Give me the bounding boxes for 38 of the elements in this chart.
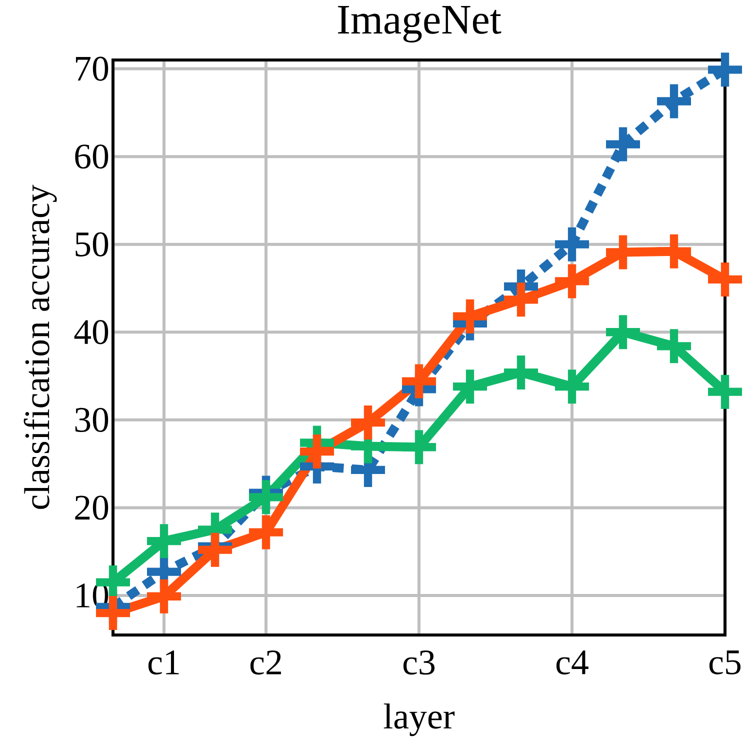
point: [657, 84, 692, 118]
x-tick-label: c5: [709, 650, 741, 674]
point: [708, 52, 742, 87]
point: [249, 480, 284, 514]
point: [708, 374, 742, 409]
y-tick-label: 30: [75, 408, 108, 432]
point: [402, 430, 436, 464]
point: [351, 406, 386, 440]
x-tick-label: c2: [250, 650, 281, 675]
point: [453, 299, 488, 334]
point: [555, 370, 590, 404]
point: [606, 127, 640, 162]
x-axis-title: layer: [384, 703, 455, 736]
point: [555, 264, 590, 298]
y-axis-title: classification accuracy: [24, 184, 57, 509]
point: [249, 515, 284, 550]
y-tick-label: 70: [76, 56, 108, 81]
point: [606, 235, 640, 270]
y-tick-label: 60: [75, 144, 108, 169]
point: [504, 356, 538, 390]
point: [606, 315, 640, 350]
point: [657, 329, 692, 364]
chart-title: ImageNet: [338, 6, 502, 42]
x-tick-label: c1: [148, 650, 179, 675]
point: [300, 434, 334, 469]
point: [147, 579, 181, 614]
point: [555, 227, 590, 262]
y-tick-label: 40: [74, 320, 108, 344]
point: [453, 370, 488, 404]
x-tick-label: c4: [556, 650, 588, 674]
point: [504, 282, 538, 317]
point: [708, 262, 742, 296]
x-tick-label: c3: [403, 650, 435, 675]
point: [657, 234, 692, 268]
point: [147, 524, 181, 558]
point: [402, 364, 436, 398]
y-tick-label: 50: [76, 232, 108, 256]
y-tick-label: 20: [75, 496, 108, 520]
